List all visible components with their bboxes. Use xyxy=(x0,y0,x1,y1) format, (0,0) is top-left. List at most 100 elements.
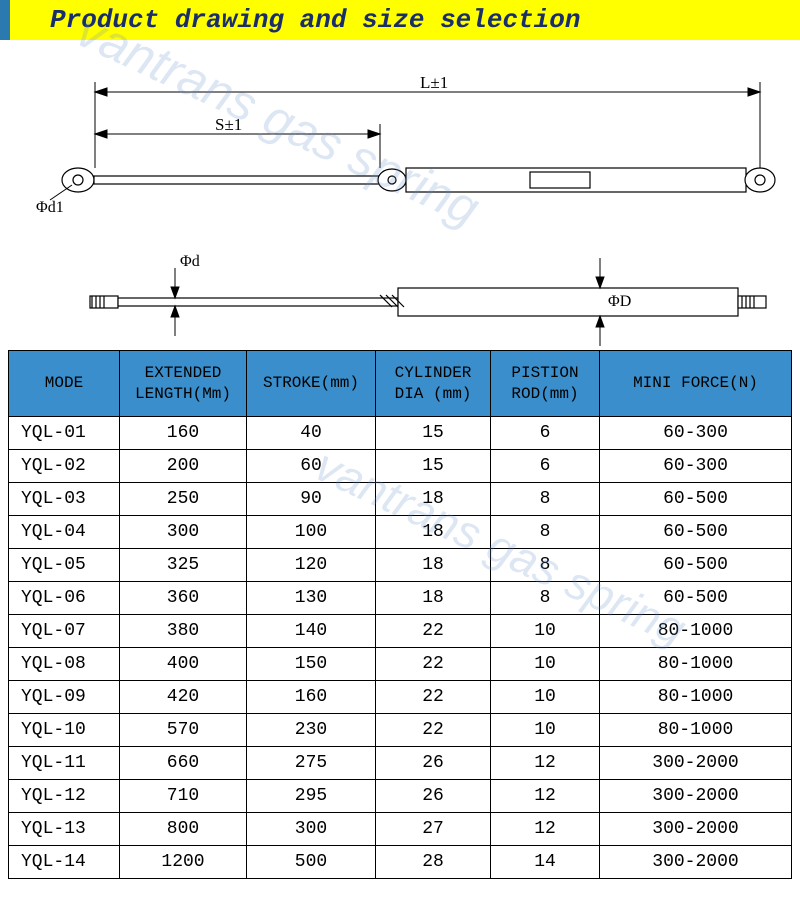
table-cell: 60 xyxy=(247,450,376,483)
table-cell: YQL-11 xyxy=(9,747,120,780)
table-row: YQL-1412005002814300-2000 xyxy=(9,846,792,879)
table-cell: 26 xyxy=(376,747,491,780)
table-cell: YQL-08 xyxy=(9,648,120,681)
table-cell: 250 xyxy=(120,483,247,516)
table-cell: 300-2000 xyxy=(600,780,792,813)
table-cell: 22 xyxy=(376,648,491,681)
table-cell: 10 xyxy=(491,648,600,681)
table-cell: 60-500 xyxy=(600,549,792,582)
table-row: YQL-127102952612300-2000 xyxy=(9,780,792,813)
table-cell: 6 xyxy=(491,417,600,450)
table-row: YQL-0430010018860-500 xyxy=(9,516,792,549)
table-cell: 80-1000 xyxy=(600,615,792,648)
table-cell: 22 xyxy=(376,615,491,648)
table-cell: YQL-04 xyxy=(9,516,120,549)
table-row: YQL-011604015660-300 xyxy=(9,417,792,450)
table-cell: 10 xyxy=(491,681,600,714)
table-cell: 60-500 xyxy=(600,516,792,549)
dim-phi-d1: Φd1 xyxy=(36,199,64,216)
col-rod: PISTION ROD(mm) xyxy=(491,351,600,417)
table-cell: 300 xyxy=(120,516,247,549)
table-cell: 100 xyxy=(247,516,376,549)
table-cell: 10 xyxy=(491,615,600,648)
col-extended: EXTENDED LENGTH(Mm) xyxy=(120,351,247,417)
table-cell: 130 xyxy=(247,582,376,615)
table-cell: 380 xyxy=(120,615,247,648)
table-cell: 18 xyxy=(376,483,491,516)
table-cell: 6 xyxy=(491,450,600,483)
table-cell: 22 xyxy=(376,681,491,714)
table-cell: 12 xyxy=(491,780,600,813)
table-cell: 660 xyxy=(120,747,247,780)
table-cell: 22 xyxy=(376,714,491,747)
table-cell: 160 xyxy=(247,681,376,714)
table-cell: 420 xyxy=(120,681,247,714)
table-header-row: MODE EXTENDED LENGTH(Mm) STROKE(mm) CYLI… xyxy=(9,351,792,417)
table-cell: 275 xyxy=(247,747,376,780)
dim-S: S±1 xyxy=(215,115,242,134)
table-cell: 80-1000 xyxy=(600,648,792,681)
dim-L: L±1 xyxy=(420,73,448,92)
table-cell: 1200 xyxy=(120,846,247,879)
table-cell: 12 xyxy=(491,813,600,846)
table-cell: 90 xyxy=(247,483,376,516)
table-cell: YQL-03 xyxy=(9,483,120,516)
table-cell: YQL-05 xyxy=(9,549,120,582)
table-cell: YQL-10 xyxy=(9,714,120,747)
technical-drawing: L±1 S±1 Φd1 xyxy=(0,40,800,350)
table-cell: YQL-12 xyxy=(9,780,120,813)
table-cell: 15 xyxy=(376,450,491,483)
table-cell: 295 xyxy=(247,780,376,813)
table-cell: 500 xyxy=(247,846,376,879)
table-row: YQL-116602752612300-2000 xyxy=(9,747,792,780)
table-cell: 570 xyxy=(120,714,247,747)
table-row: YQL-0532512018860-500 xyxy=(9,549,792,582)
table-row: YQL-07380140221080-1000 xyxy=(9,615,792,648)
table-cell: 400 xyxy=(120,648,247,681)
table-cell: 14 xyxy=(491,846,600,879)
table-cell: 60-500 xyxy=(600,582,792,615)
table-cell: YQL-14 xyxy=(9,846,120,879)
table-cell: 80-1000 xyxy=(600,681,792,714)
table-cell: 360 xyxy=(120,582,247,615)
table-cell: 160 xyxy=(120,417,247,450)
table-cell: 15 xyxy=(376,417,491,450)
table-cell: 80-1000 xyxy=(600,714,792,747)
col-force: MINI FORCE(N) xyxy=(600,351,792,417)
table-cell: 18 xyxy=(376,549,491,582)
table-row: YQL-032509018860-500 xyxy=(9,483,792,516)
table-row: YQL-022006015660-300 xyxy=(9,450,792,483)
table-cell: 28 xyxy=(376,846,491,879)
table-cell: 18 xyxy=(376,516,491,549)
table-row: YQL-0636013018860-500 xyxy=(9,582,792,615)
table-cell: 18 xyxy=(376,582,491,615)
table-cell: 8 xyxy=(491,483,600,516)
table-row: YQL-08400150221080-1000 xyxy=(9,648,792,681)
dim-phi-d: Φd xyxy=(180,253,200,270)
table-cell: 140 xyxy=(247,615,376,648)
table-cell: 120 xyxy=(247,549,376,582)
table-cell: YQL-01 xyxy=(9,417,120,450)
table-cell: 8 xyxy=(491,549,600,582)
table-cell: 230 xyxy=(247,714,376,747)
col-stroke: STROKE(mm) xyxy=(247,351,376,417)
table-cell: 300-2000 xyxy=(600,846,792,879)
table-cell: 27 xyxy=(376,813,491,846)
table-cell: 10 xyxy=(491,714,600,747)
table-cell: 800 xyxy=(120,813,247,846)
table-cell: 60-300 xyxy=(600,450,792,483)
table-cell: YQL-13 xyxy=(9,813,120,846)
table-cell: 40 xyxy=(247,417,376,450)
table-cell: 200 xyxy=(120,450,247,483)
table-cell: 300-2000 xyxy=(600,813,792,846)
table-cell: 710 xyxy=(120,780,247,813)
table-cell: YQL-07 xyxy=(9,615,120,648)
table-cell: 12 xyxy=(491,747,600,780)
table-cell: 300-2000 xyxy=(600,747,792,780)
table-cell: YQL-09 xyxy=(9,681,120,714)
table-cell: 8 xyxy=(491,516,600,549)
table-cell: YQL-02 xyxy=(9,450,120,483)
col-mode: MODE xyxy=(9,351,120,417)
dim-phi-D: ΦD xyxy=(608,293,631,310)
table-cell: 60-500 xyxy=(600,483,792,516)
